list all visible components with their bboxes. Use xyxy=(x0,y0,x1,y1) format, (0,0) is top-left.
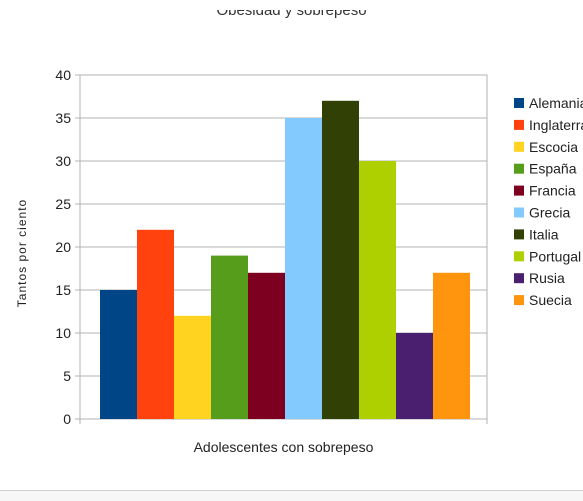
chart-title: Obesidad y sobrepeso xyxy=(216,2,367,19)
legend-label: Rusia xyxy=(529,270,565,286)
legend-label: España xyxy=(529,161,577,177)
y-tick-label: 0 xyxy=(63,411,71,427)
bar-grecia xyxy=(285,118,322,419)
y-tick-label: 10 xyxy=(55,325,71,341)
legend-swatch xyxy=(514,295,524,306)
y-tick-label: 25 xyxy=(55,196,71,212)
bar-escocia xyxy=(174,315,211,419)
legend-swatch xyxy=(514,141,524,152)
y-tick-label: 30 xyxy=(55,153,71,169)
legend-label: Portugal xyxy=(529,248,581,264)
legend-label: Escocia xyxy=(529,139,578,155)
legend-swatch xyxy=(514,119,524,130)
y-tick-label: 15 xyxy=(55,282,71,298)
y-tick-label: 5 xyxy=(63,368,71,384)
bar-suecia xyxy=(433,272,470,419)
bar-italia xyxy=(322,100,359,420)
y-tick-label: 35 xyxy=(55,110,71,126)
bar-portugal xyxy=(359,161,396,419)
legend-swatch xyxy=(514,251,524,262)
bar-españa xyxy=(211,255,248,419)
y-tick-label: 40 xyxy=(55,67,71,83)
legend-label: Inglaterra xyxy=(529,117,583,133)
axes: 0 5 10 15 20 25 30 35 40 xyxy=(55,67,488,427)
legend-swatch xyxy=(514,98,524,108)
legend-label: Alemania xyxy=(529,95,583,111)
bar-alemania xyxy=(100,290,137,419)
legend-label: Francia xyxy=(529,183,576,199)
bar-francia xyxy=(248,272,285,419)
legend-swatch xyxy=(514,229,524,240)
legend-swatch xyxy=(514,185,524,196)
legend-label: Suecia xyxy=(529,292,572,308)
bar-rusia xyxy=(396,333,433,419)
legend: Alemania Inglaterra Escocia España Francia Gr… xyxy=(514,95,583,308)
bottom-divider xyxy=(0,490,583,501)
y-axis-label: Tantos por ciento xyxy=(15,199,29,307)
legend-label: Grecia xyxy=(529,205,570,221)
legend-label: Italia xyxy=(529,226,559,242)
legend-swatch xyxy=(514,207,524,218)
legend-swatch xyxy=(514,273,524,284)
y-tick-label: 20 xyxy=(55,239,71,255)
x-axis-label: Adolescentes con sobrepeso xyxy=(194,439,374,455)
bars xyxy=(100,100,470,420)
legend-swatch xyxy=(514,163,524,174)
bar-inglaterra xyxy=(137,229,174,419)
